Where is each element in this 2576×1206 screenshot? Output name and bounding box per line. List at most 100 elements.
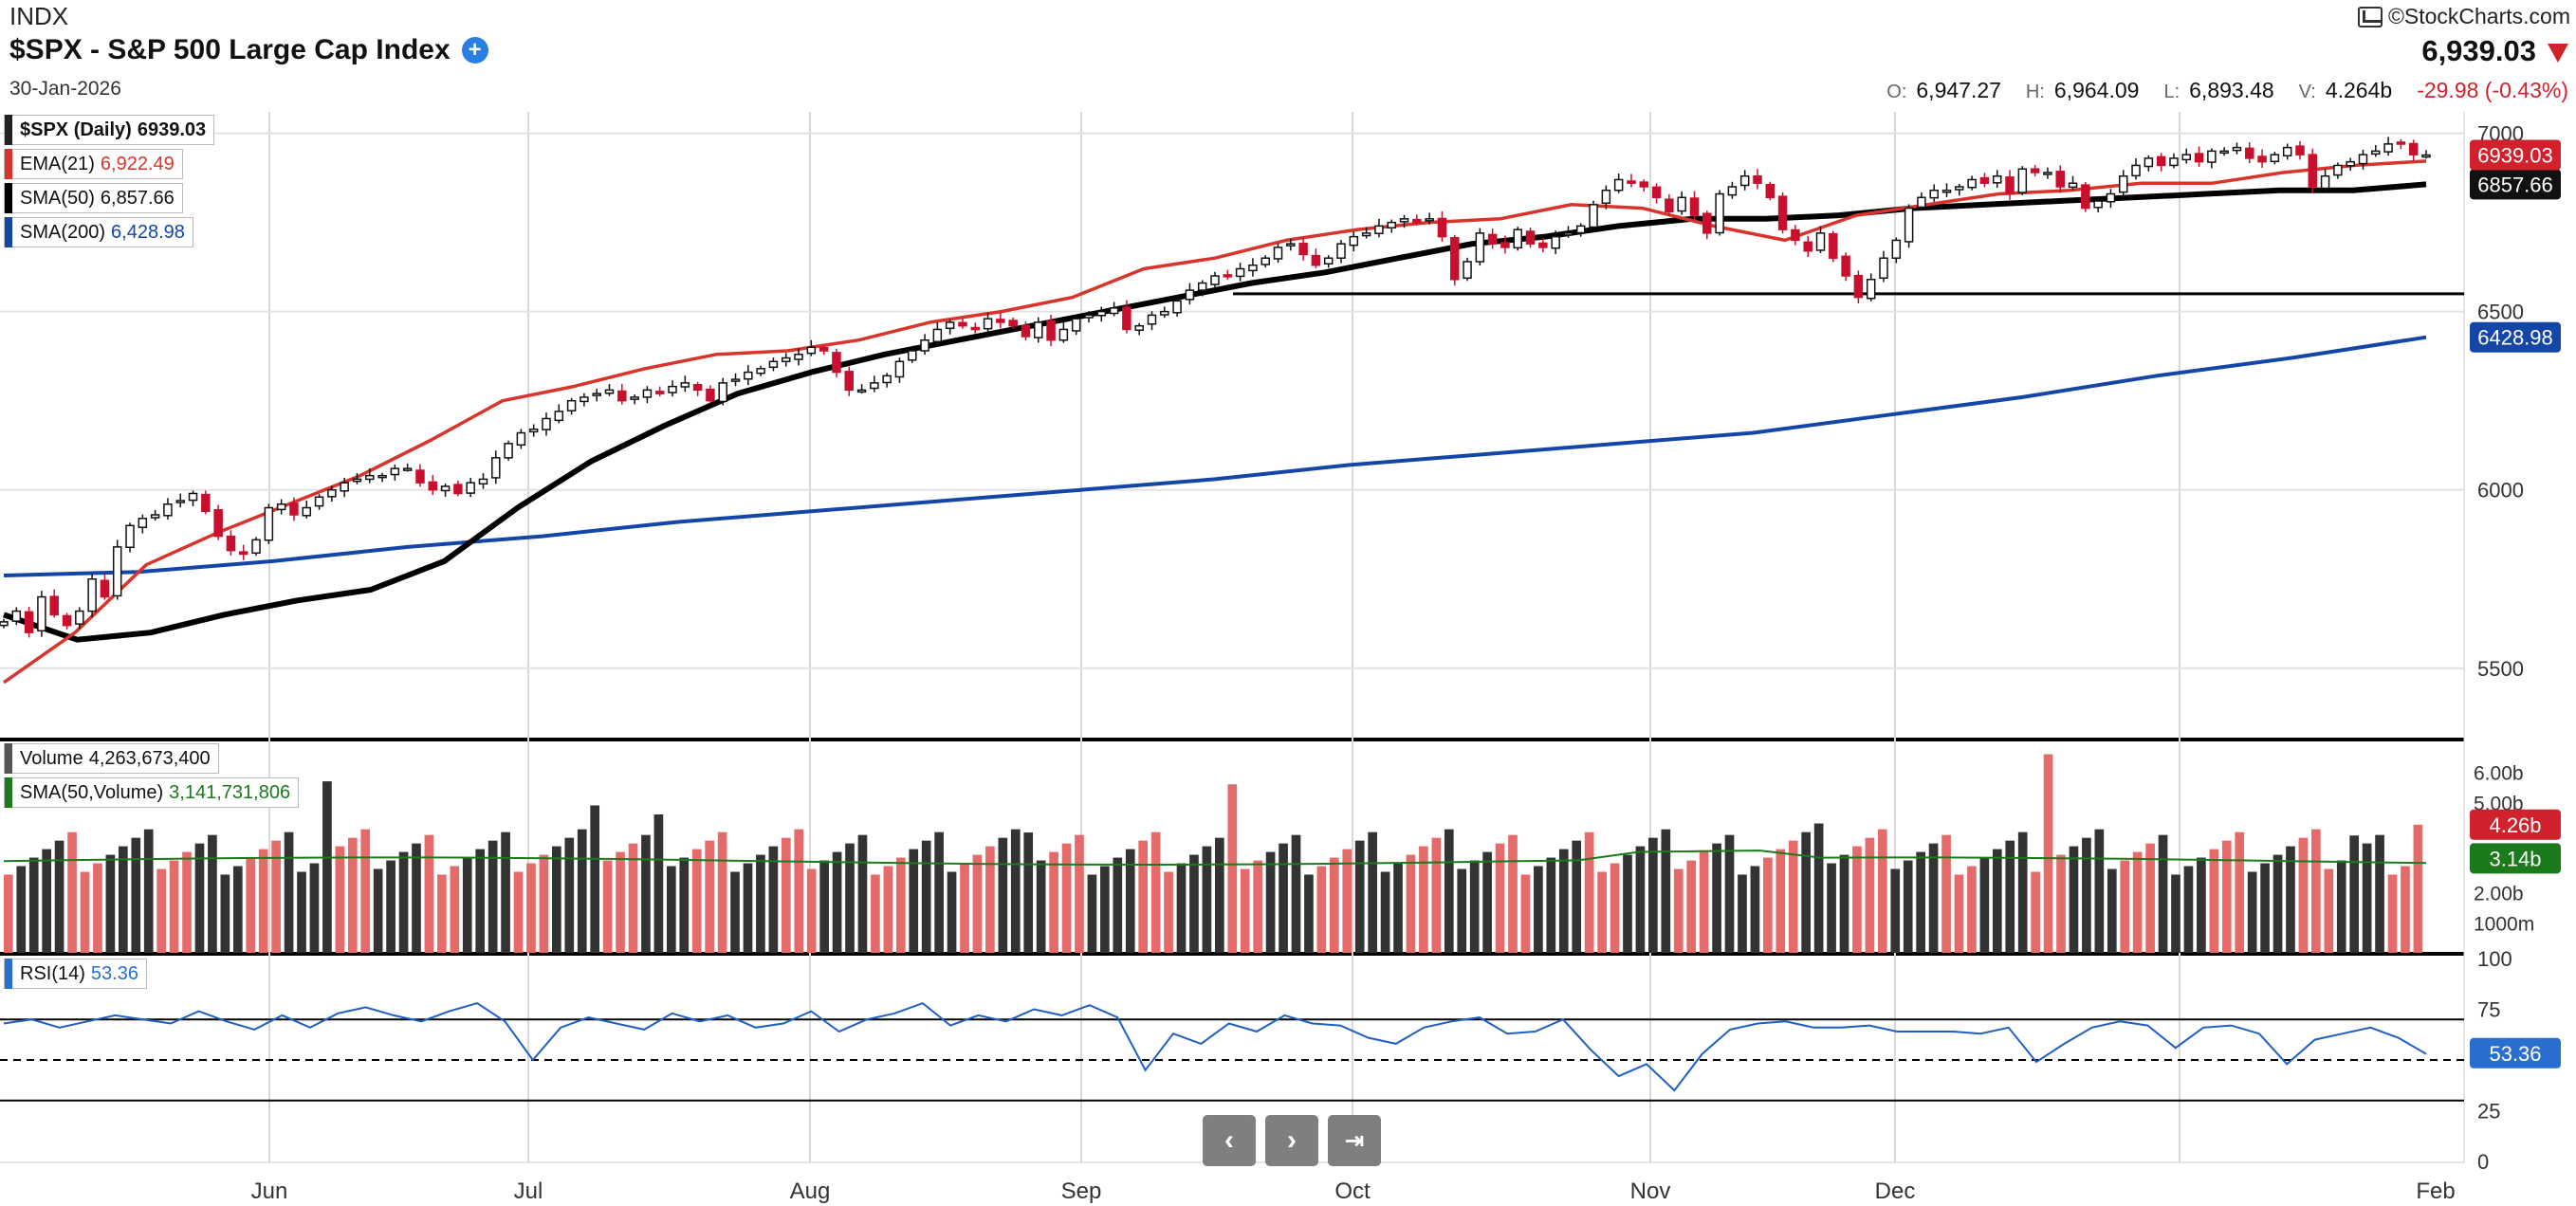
volume-bar bbox=[2235, 831, 2245, 953]
volume-bar bbox=[347, 837, 358, 953]
candle-body bbox=[415, 469, 425, 484]
legend-rsi[interactable]: RSI(14) 53.36 bbox=[4, 959, 147, 989]
volume-bar bbox=[2158, 834, 2168, 953]
volume-bar bbox=[1316, 866, 1327, 953]
legend-volume[interactable]: Volume 4,263,673,400 bbox=[4, 743, 219, 774]
volume-bar bbox=[2362, 843, 2372, 953]
volume-bar bbox=[1304, 874, 1314, 953]
legend-price[interactable]: $SPX (Daily) 6939.03 bbox=[4, 115, 215, 145]
candle-body bbox=[1197, 282, 1207, 291]
volume-bar bbox=[1495, 843, 1505, 953]
volume-bar bbox=[934, 831, 944, 953]
volume-bar bbox=[616, 851, 625, 953]
candle-body bbox=[87, 577, 97, 612]
candle-body bbox=[11, 610, 22, 622]
brand-text: ©StockCharts.com bbox=[2387, 4, 2570, 28]
legend-sma200[interactable]: SMA(200) 6,428.98 bbox=[4, 217, 193, 247]
volume-bar bbox=[67, 831, 77, 953]
volume-bar bbox=[297, 871, 306, 953]
jump-to-end-button[interactable]: ⇥ bbox=[1328, 1115, 1381, 1166]
candle-body bbox=[2408, 142, 2419, 155]
candle-body bbox=[844, 371, 854, 392]
brand-logo[interactable]: ©StockCharts.com bbox=[2357, 4, 2570, 29]
volume-bar bbox=[1558, 849, 1569, 953]
volume-bar bbox=[335, 846, 345, 953]
candle-body bbox=[920, 338, 929, 352]
candle-body bbox=[806, 346, 817, 355]
volume-bar bbox=[118, 846, 128, 953]
legend-ema21[interactable]: EMA(21) 6,922.49 bbox=[4, 149, 183, 179]
volume-bar bbox=[1610, 863, 1620, 953]
candle-body bbox=[566, 399, 577, 411]
scroll-left-button[interactable]: ‹ bbox=[1203, 1115, 1256, 1166]
candle-body bbox=[1992, 174, 2002, 184]
volume-bar bbox=[819, 860, 829, 953]
candle-body bbox=[2333, 164, 2343, 176]
volume-bar bbox=[1010, 829, 1021, 953]
volume-bar bbox=[2017, 831, 2028, 953]
legend-ema21-value: 6,922.49 bbox=[100, 153, 175, 174]
scroll-right-button[interactable]: › bbox=[1265, 1115, 1318, 1166]
volume-bar bbox=[1724, 834, 1735, 953]
candle-body bbox=[908, 350, 917, 361]
volume-bar bbox=[1776, 849, 1786, 953]
month-label: Jun bbox=[251, 1179, 288, 1204]
candle-body bbox=[1046, 320, 1056, 341]
candle-body bbox=[1513, 228, 1522, 249]
volume-bar bbox=[1890, 868, 1901, 953]
volume-bar bbox=[1329, 857, 1339, 953]
volume-bar bbox=[1431, 837, 1442, 953]
candle-body bbox=[2207, 150, 2217, 163]
add-icon[interactable]: + bbox=[461, 37, 488, 64]
legend-sma200-name: SMA(200) bbox=[20, 221, 106, 243]
candle-body bbox=[1223, 274, 1233, 278]
volume-bar bbox=[1992, 849, 2002, 953]
volume-bar bbox=[2336, 860, 2346, 953]
candle-body bbox=[604, 389, 615, 394]
volume-bar bbox=[16, 866, 27, 953]
candle-body bbox=[870, 382, 879, 390]
volume-bar bbox=[577, 829, 587, 953]
volume-bar bbox=[1482, 851, 1492, 953]
volume-bar bbox=[309, 863, 320, 953]
volume-bar bbox=[2298, 837, 2309, 953]
volume-bar bbox=[871, 874, 880, 953]
volume-bar bbox=[462, 857, 472, 953]
candle-body bbox=[49, 595, 59, 616]
volume-bar bbox=[2324, 868, 2334, 953]
candle-body bbox=[1563, 232, 1573, 236]
volume-bar bbox=[653, 814, 664, 953]
candle-body bbox=[1917, 196, 1926, 209]
candle-body bbox=[932, 328, 943, 342]
volume-bar bbox=[2209, 849, 2219, 953]
candle-body bbox=[251, 539, 261, 555]
volume-bar bbox=[2031, 871, 2040, 953]
volume-bar bbox=[1113, 857, 1123, 953]
candle-body bbox=[377, 474, 387, 479]
candle-body bbox=[1955, 186, 1964, 191]
candle-body bbox=[1702, 212, 1712, 234]
candle-body bbox=[1639, 181, 1649, 188]
candle-body bbox=[466, 482, 475, 494]
volume-bar bbox=[1393, 863, 1403, 953]
volume-value-tag: 4.26b bbox=[2489, 813, 2541, 837]
volume-bar bbox=[2107, 868, 2117, 953]
chevron-left-icon: ‹ bbox=[1224, 1124, 1234, 1156]
candle-body bbox=[201, 493, 211, 513]
ema21-line bbox=[2, 159, 2427, 685]
ohlc-row: O: 6,947.27 H: 6,964.09 L: 6,893.48 V: 4.264… bbox=[1886, 78, 2568, 103]
candle-body bbox=[1412, 218, 1422, 224]
candle-body bbox=[730, 378, 741, 382]
volume-bar bbox=[2387, 874, 2398, 953]
candle-body bbox=[958, 321, 967, 327]
legend-sma50[interactable]: SMA(50) 6,857.66 bbox=[4, 183, 183, 213]
candle-body bbox=[1235, 267, 1245, 278]
volume-bar bbox=[246, 857, 256, 953]
candle-body bbox=[1689, 197, 1700, 216]
candle-body bbox=[1449, 237, 1460, 281]
legend-vol-sma[interactable]: SMA(50,Volume) 3,141,731,806 bbox=[4, 777, 300, 808]
candle-body bbox=[1298, 243, 1308, 256]
volume-bar bbox=[909, 849, 919, 953]
sma50-value-tag: 6857.66 bbox=[2477, 173, 2553, 196]
